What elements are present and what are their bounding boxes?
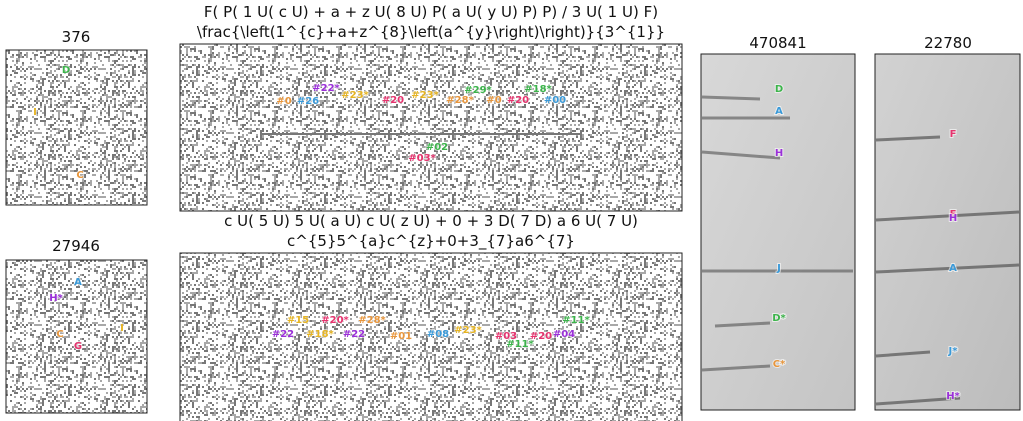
- annotation-label: #11*: [506, 339, 534, 350]
- annotation-label: H*: [946, 391, 960, 402]
- annotation-label: #03*: [408, 153, 436, 164]
- page: {"panels":[ {"title":"376","labels":[{"t…: [0, 0, 1023, 421]
- annotation-label: G: [74, 341, 82, 352]
- annotation-label: D: [775, 84, 783, 95]
- annotation-label: #0: [486, 95, 501, 106]
- annotation-label: C: [56, 329, 63, 340]
- annotation-label: #26: [297, 96, 319, 107]
- annotation-label: #28*: [358, 315, 386, 326]
- annotation-label: A: [74, 277, 82, 288]
- figure: 376DIC27946AH*ICGF( P( 1 U( c U) + a + z…: [0, 0, 1023, 421]
- panel-title: 470841: [749, 34, 806, 52]
- annotation-label: H: [949, 213, 957, 224]
- annotation-label: #18*: [306, 329, 334, 340]
- annotation-label: D*: [772, 313, 786, 324]
- annotation-label: H: [775, 148, 783, 159]
- annotation-label: I: [120, 323, 124, 334]
- annotation-label: #11*: [562, 315, 590, 326]
- annotation-label: I: [33, 107, 37, 118]
- annotation-label: C: [76, 170, 83, 181]
- annotation-label: #22: [272, 329, 294, 340]
- annotation-label: #20: [507, 95, 529, 106]
- annotation-label: #00: [544, 95, 566, 106]
- annotation-label: #23*: [454, 325, 482, 336]
- annotation-label: J*: [948, 346, 959, 357]
- annotation-label: #02: [426, 142, 448, 153]
- annotation-label: #28*: [446, 95, 474, 106]
- annotation-label: A: [775, 106, 783, 117]
- annotation-label: #23*: [411, 90, 439, 101]
- panel-subtitle: c^{5}5^{a}c^{z}+0+3_{7}a6^{7}: [287, 232, 575, 251]
- annotation-label: A: [949, 263, 957, 274]
- annotation-label: D: [62, 65, 70, 76]
- annotation-label: F: [950, 129, 957, 140]
- panel-title: 376: [62, 28, 91, 46]
- annotation-label: #01: [390, 331, 412, 342]
- panel-frame: [875, 54, 1020, 410]
- annotation-label: #20: [382, 95, 404, 106]
- annotation-label: #23*: [341, 90, 369, 101]
- panel-title: 27946: [52, 237, 100, 255]
- annotation-label: #22: [343, 329, 365, 340]
- annotation-label: #20*: [321, 315, 349, 326]
- annotation-label: #08: [427, 329, 449, 340]
- annotation-label: C*: [773, 359, 786, 370]
- panel-title: F( P( 1 U( c U) + a + z U( 8 U) P( a U( …: [204, 3, 658, 21]
- annotation-label: #15: [287, 315, 309, 326]
- panel-frame: [180, 44, 682, 211]
- annotation-label: #04: [553, 329, 575, 340]
- panel-title: c U( 5 U) 5 U( a U) c U( z U) + 0 + 3 D(…: [224, 212, 638, 230]
- annotation-label: #18*: [524, 84, 552, 95]
- panel-title: 22780: [924, 34, 972, 52]
- annotation-label: #0: [276, 96, 291, 107]
- annotation-label: J: [776, 263, 781, 274]
- annotation-label: H*: [49, 293, 63, 304]
- panel-frame: [6, 50, 147, 205]
- annotation-label: #22*: [312, 83, 340, 94]
- panel-subtitle: \frac{\left(1^{c}+a+z^{8}\left(a^{y}\rig…: [197, 23, 665, 41]
